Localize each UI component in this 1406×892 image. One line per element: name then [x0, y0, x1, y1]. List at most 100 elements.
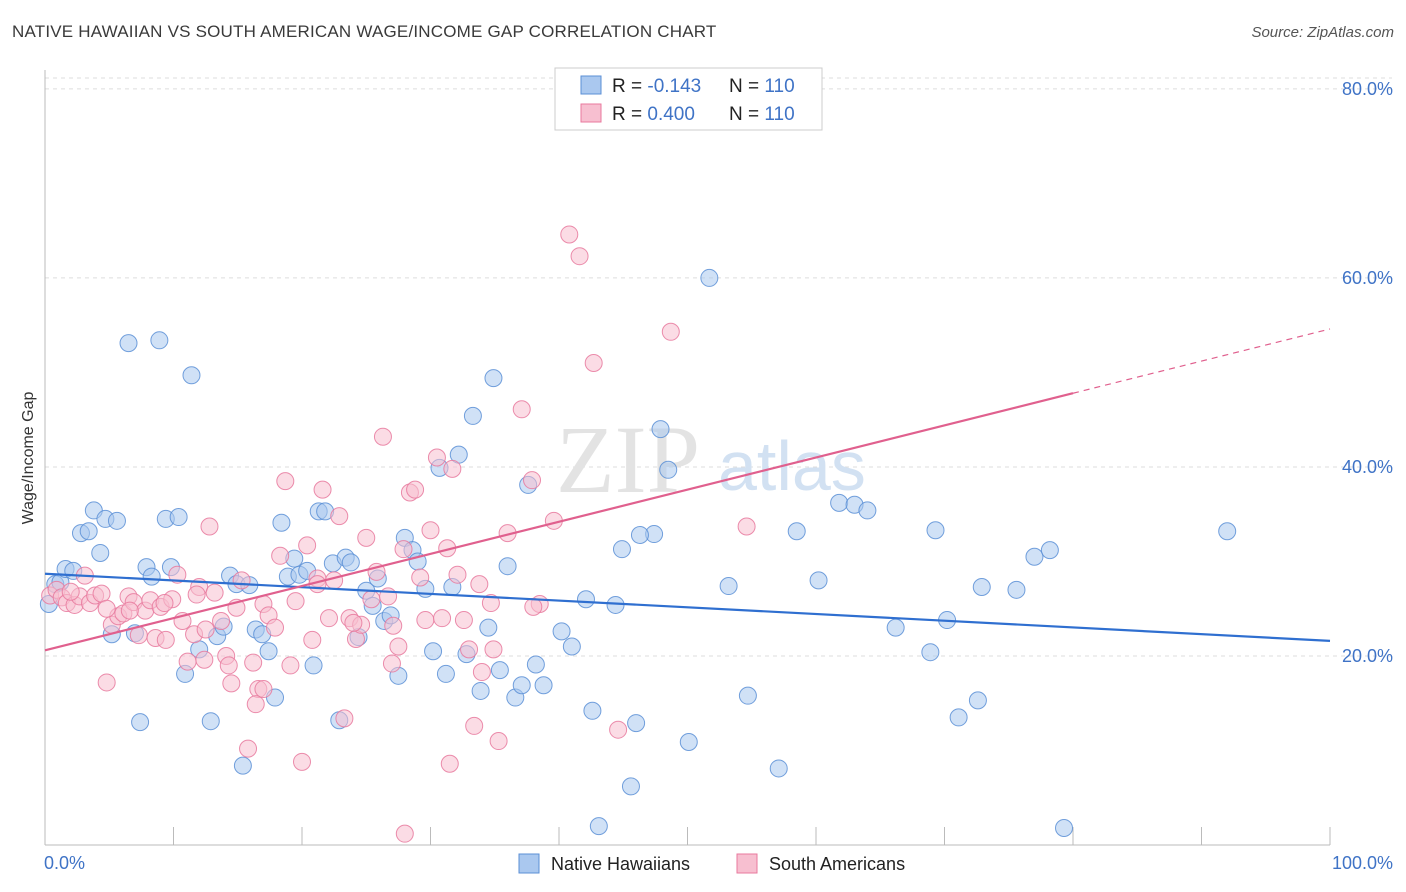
- stats-r-value-1: -0.143: [647, 76, 701, 97]
- svg-text:R = 0.400: R = 0.400: [612, 104, 695, 125]
- y-axis-label: Wage/Income Gap: [20, 392, 37, 525]
- point-native-hawaiian-71: [512, 676, 531, 695]
- point-native-hawaiian-65: [471, 681, 490, 700]
- legend-label-south-americans: South Americans: [769, 854, 905, 874]
- point-native-hawaiian-106: [1040, 541, 1059, 560]
- stats-swatch-native-hawaiians: [580, 75, 602, 95]
- point-south-american-23: [168, 565, 187, 584]
- point-south-american-64: [389, 637, 408, 656]
- stats-r-label-1: R =: [612, 76, 647, 97]
- point-native-hawaiian-78: [583, 701, 602, 720]
- point-native-hawaiian-92: [787, 522, 806, 541]
- point-native-hawaiian-73: [526, 655, 545, 674]
- stats-n-value-1: 110: [764, 76, 794, 97]
- svg-text:N = 110: N = 110: [729, 104, 795, 125]
- point-south-american-21: [156, 630, 175, 649]
- point-south-american-77: [460, 640, 479, 659]
- point-south-american-88: [570, 247, 589, 266]
- point-south-american-45: [286, 592, 305, 611]
- point-south-american-104: [344, 613, 363, 632]
- point-native-hawaiian-58: [424, 642, 443, 661]
- data-points: [39, 225, 1237, 843]
- point-native-hawaiian-29: [233, 756, 252, 775]
- point-south-american-41: [266, 618, 285, 637]
- chart-title: NATIVE HAWAIIAN VS SOUTH AMERICAN WAGE/I…: [12, 22, 717, 41]
- point-south-american-98: [97, 599, 116, 618]
- point-native-hawaiian-12: [119, 334, 138, 353]
- point-south-american-44: [281, 656, 300, 675]
- point-native-hawaiian-96: [858, 501, 877, 520]
- point-south-american-35: [232, 571, 251, 590]
- point-native-hawaiian-83: [627, 714, 646, 733]
- point-native-hawaiian-64: [463, 406, 482, 425]
- point-south-american-106: [470, 575, 489, 594]
- point-south-american-70: [421, 521, 440, 540]
- point-native-hawaiian-8: [91, 543, 110, 562]
- point-south-american-107: [524, 597, 543, 616]
- point-native-hawaiian-97: [886, 618, 905, 637]
- point-south-american-94: [395, 824, 414, 843]
- y-tick-label-80: 80.0%: [1342, 79, 1393, 99]
- point-native-hawaiian-35: [272, 513, 291, 532]
- point-south-american-9: [92, 584, 111, 603]
- point-south-american-95: [609, 720, 628, 739]
- svg-text:R = -0.143: R = -0.143: [612, 76, 701, 97]
- stats-r-label-2: R =: [612, 104, 647, 125]
- point-native-hawaiian-94: [830, 493, 849, 512]
- stats-swatch-south-americans: [580, 103, 602, 123]
- point-native-hawaiian-107: [1055, 818, 1074, 837]
- watermark-atlas: atlas: [718, 427, 866, 505]
- point-south-american-65: [394, 540, 413, 559]
- point-south-american-101: [187, 585, 206, 604]
- point-south-american-54: [335, 709, 354, 728]
- point-native-hawaiian-109: [630, 526, 649, 544]
- point-south-american-81: [489, 732, 508, 751]
- point-native-hawaiian-105: [1025, 547, 1044, 566]
- legend-swatch-native-hawaiians: [518, 853, 540, 874]
- x-tick-label-max: 100.0%: [1332, 853, 1393, 873]
- trend-line-south-american: [44, 392, 1074, 652]
- x-tick-label-min: 0.0%: [44, 853, 85, 873]
- point-native-hawaiian-103: [972, 577, 991, 596]
- trend-line-native-hawaiian: [44, 572, 1331, 642]
- point-native-hawaiian-46: [341, 553, 360, 572]
- point-native-hawaiian-33: [259, 642, 278, 661]
- point-native-hawaiian-74: [534, 676, 553, 695]
- point-native-hawaiian-85: [651, 420, 670, 439]
- point-native-hawaiian-69: [498, 557, 517, 576]
- point-native-hawaiian-101: [949, 708, 968, 727]
- point-south-american-31: [212, 612, 231, 631]
- y-tick-label-20: 20.0%: [1342, 646, 1393, 666]
- tick-labels: 20.0% 40.0% 60.0% 80.0% 0.0% 100.0%: [44, 79, 1393, 873]
- point-south-american-51: [319, 609, 338, 628]
- point-south-american-99: [61, 582, 80, 601]
- stats-n-value-2: 110: [764, 104, 794, 125]
- point-native-hawaiian-20: [169, 508, 188, 527]
- point-native-hawaiian-77: [576, 590, 595, 609]
- point-south-american-80: [481, 594, 500, 613]
- point-native-hawaiian-40: [304, 656, 323, 675]
- point-south-american-100: [120, 601, 139, 620]
- point-south-american-76: [454, 611, 473, 630]
- point-native-hawaiian-79: [589, 817, 608, 836]
- point-native-hawaiian-104: [1007, 580, 1026, 599]
- point-south-american-29: [200, 517, 219, 536]
- point-native-hawaiian-75: [552, 622, 571, 641]
- point-native-hawaiian-86: [659, 460, 678, 479]
- point-native-hawaiian-16: [142, 567, 161, 586]
- point-south-american-47: [298, 536, 317, 555]
- trend-line-extension-south-american: [1072, 328, 1331, 394]
- point-native-hawaiian-14: [131, 713, 150, 732]
- source-credit: Source: ZipAtlas.com: [1251, 24, 1394, 41]
- point-south-american-84: [523, 471, 542, 490]
- point-south-american-53: [330, 507, 349, 526]
- legend-label-native-hawaiians: Native Hawaiians: [551, 854, 690, 874]
- point-south-american-61: [373, 427, 392, 446]
- stats-legend: R = -0.143 N = 110 R = 0.400 N = 110: [554, 67, 823, 131]
- axes: [44, 70, 1331, 846]
- point-south-american-33: [222, 674, 241, 693]
- point-native-hawaiian-88: [700, 268, 719, 287]
- point-native-hawaiian-11: [107, 511, 126, 530]
- stats-n-label-2: N =: [729, 104, 764, 125]
